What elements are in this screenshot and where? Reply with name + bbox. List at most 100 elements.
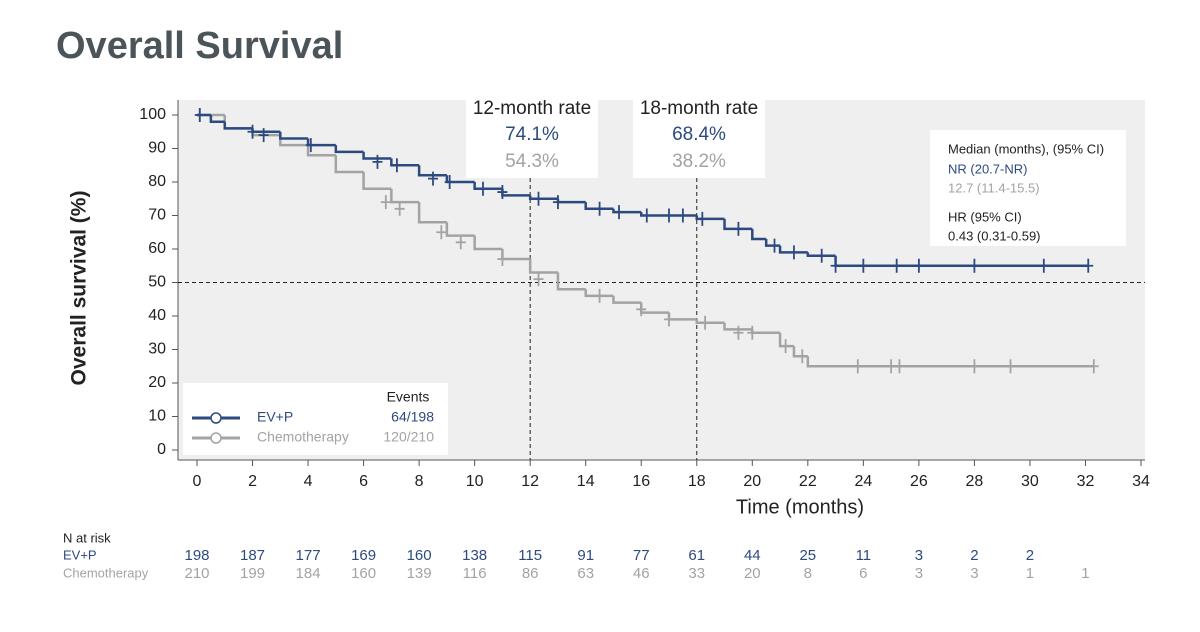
chart-title: Overall Survival bbox=[56, 25, 343, 67]
survival-step bbox=[473, 235, 503, 251]
censor-mark bbox=[436, 225, 447, 240]
censor-mark bbox=[477, 181, 488, 196]
censor-mark bbox=[636, 302, 647, 317]
survival-step bbox=[390, 188, 420, 204]
censor-mark bbox=[733, 325, 744, 340]
y-tick-label: 40 bbox=[148, 307, 166, 324]
risk-value: 6 bbox=[859, 565, 867, 582]
censor-mark bbox=[380, 195, 391, 210]
risk-value: 160 bbox=[351, 565, 376, 582]
x-tick-label: 22 bbox=[799, 473, 817, 490]
censor-mark bbox=[969, 359, 980, 374]
survival-step bbox=[806, 356, 1094, 368]
risk-value: 2 bbox=[970, 547, 978, 564]
risk-value: 169 bbox=[351, 547, 376, 564]
risk-value: 91 bbox=[577, 547, 594, 564]
censor-mark bbox=[428, 171, 438, 186]
risk-value: 116 bbox=[463, 565, 487, 582]
survival-step bbox=[417, 202, 447, 224]
survival-step bbox=[306, 145, 336, 157]
censor-mark bbox=[533, 272, 544, 287]
censor-mark bbox=[614, 205, 625, 220]
hr-value: 0.43 (0.31-0.59) bbox=[948, 228, 1041, 243]
survival-step bbox=[223, 121, 253, 130]
legend-marker bbox=[210, 432, 222, 444]
censor-mark bbox=[780, 339, 791, 354]
x-tick-label: 18 bbox=[688, 473, 706, 490]
survival-step bbox=[528, 259, 558, 274]
censor-mark bbox=[1088, 359, 1099, 374]
x-tick-label: 16 bbox=[632, 473, 650, 490]
censor-mark bbox=[858, 258, 869, 273]
censor-mark bbox=[1005, 359, 1016, 374]
censor-mark bbox=[372, 154, 383, 169]
censor-mark bbox=[677, 208, 688, 223]
survival-step bbox=[445, 222, 475, 237]
risk-value: 3 bbox=[915, 547, 923, 564]
risk-value: 2 bbox=[1026, 547, 1034, 564]
survival-step bbox=[723, 322, 753, 331]
censor-mark bbox=[391, 158, 402, 173]
risk-value: 11 bbox=[856, 547, 872, 564]
survival-step bbox=[695, 319, 725, 324]
x-tick-label: 32 bbox=[1077, 473, 1095, 490]
survival-step bbox=[334, 145, 364, 154]
survival-step bbox=[362, 151, 392, 160]
censor-mark bbox=[747, 325, 758, 340]
risk-value: 198 bbox=[184, 547, 209, 564]
x-tick-label: 28 bbox=[966, 473, 984, 490]
y-tick-label: 80 bbox=[148, 173, 166, 190]
censor-mark bbox=[258, 128, 269, 143]
rate-value: 74.1% bbox=[505, 124, 559, 145]
risk-value: 184 bbox=[296, 565, 321, 582]
rate-value: 54.3% bbox=[505, 151, 559, 172]
survival-step bbox=[639, 212, 669, 217]
censor-mark bbox=[969, 258, 980, 273]
risk-value: 210 bbox=[184, 565, 209, 582]
censor-mark bbox=[700, 315, 711, 330]
hr-title: HR (95% CI) bbox=[948, 209, 1022, 224]
risk-value: 25 bbox=[799, 547, 816, 564]
censor-mark bbox=[533, 191, 544, 206]
risk-value: 138 bbox=[462, 547, 487, 564]
censor-mark bbox=[194, 108, 205, 122]
x-tick-label: 20 bbox=[743, 473, 761, 490]
x-tick-label: 30 bbox=[1021, 473, 1039, 490]
median-box bbox=[930, 130, 1126, 246]
risk-value: 86 bbox=[522, 565, 539, 582]
censor-mark bbox=[664, 312, 674, 327]
risk-value: 20 bbox=[744, 565, 761, 582]
censor-mark bbox=[664, 208, 674, 223]
censor-mark bbox=[913, 258, 924, 273]
x-tick-label: 0 bbox=[193, 473, 202, 490]
x-tick-label: 8 bbox=[415, 473, 424, 490]
censor-mark bbox=[444, 175, 455, 189]
risk-value: 33 bbox=[688, 565, 705, 582]
survival-step bbox=[695, 215, 725, 221]
risk-value: 63 bbox=[577, 565, 594, 582]
censor-mark bbox=[788, 245, 799, 260]
survival-step bbox=[334, 155, 364, 174]
censor-mark bbox=[594, 288, 605, 303]
y-tick-label: 10 bbox=[148, 408, 166, 425]
x-tick-label: 4 bbox=[304, 473, 313, 490]
legend-header: Events bbox=[387, 389, 430, 405]
censor-mark bbox=[497, 252, 508, 267]
survival-step bbox=[473, 182, 503, 190]
risk-row-label: EV+P bbox=[63, 547, 97, 562]
risk-value: 199 bbox=[240, 565, 265, 582]
survival-step bbox=[751, 228, 767, 241]
risk-value: 1 bbox=[1081, 565, 1089, 582]
risk-title: N at risk bbox=[63, 530, 111, 545]
y-tick-label: 70 bbox=[148, 207, 166, 224]
censor-mark bbox=[697, 211, 708, 226]
legend-events: 64/198 bbox=[391, 409, 434, 425]
survival-step bbox=[362, 171, 392, 190]
y-tick-label: 90 bbox=[148, 140, 166, 157]
survival-step bbox=[528, 195, 558, 200]
risk-value: 187 bbox=[240, 547, 265, 564]
median-title: Median (months), (95% CI) bbox=[948, 141, 1104, 156]
censor-mark bbox=[816, 248, 827, 263]
censor-mark bbox=[769, 238, 780, 253]
